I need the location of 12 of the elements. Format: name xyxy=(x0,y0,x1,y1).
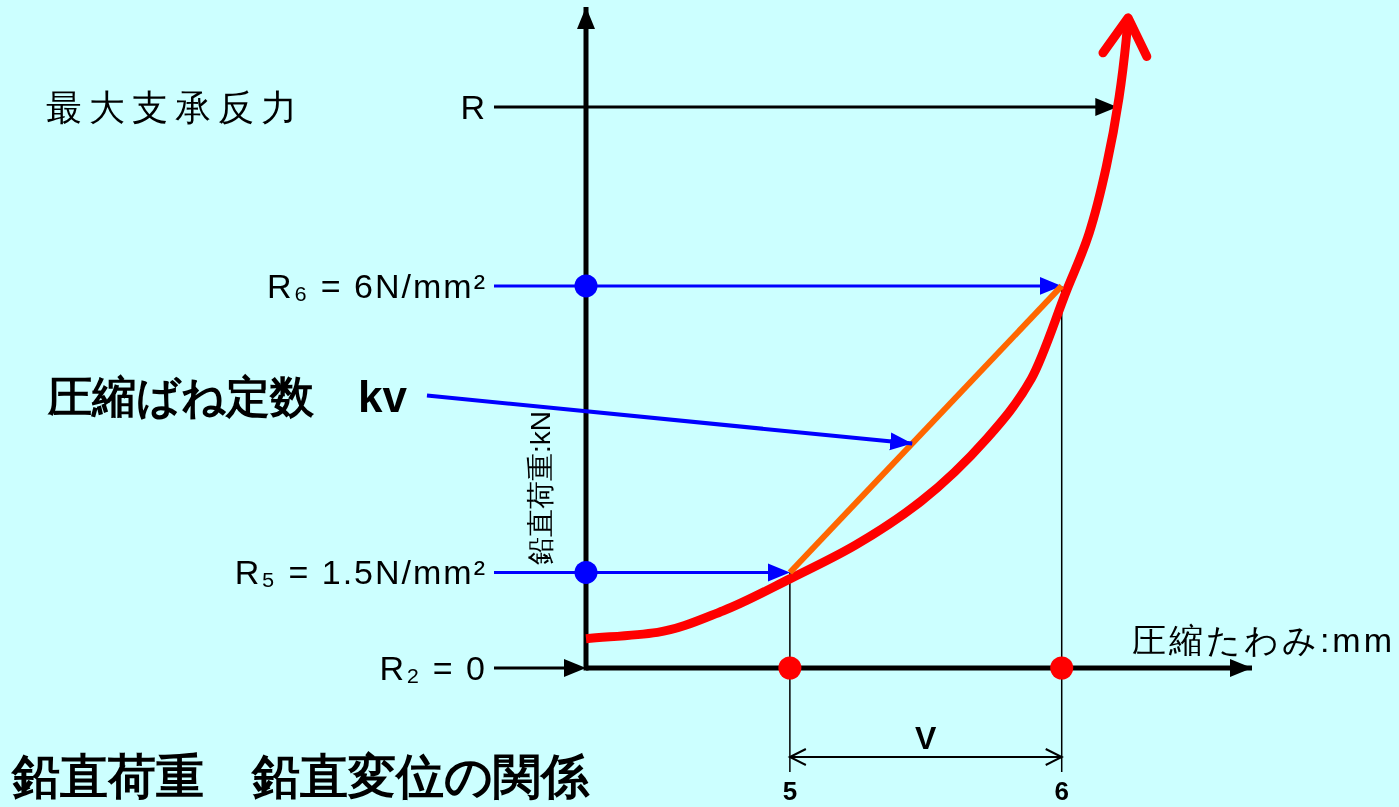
y-axis-title: 鉛直荷重:kN xyxy=(524,411,556,565)
ref-line-label: R₆ = 6N/mm² xyxy=(267,266,487,305)
text: V xyxy=(915,720,938,756)
text: 鉛直荷重 鉛直変位の関係 xyxy=(10,750,590,803)
ref-line-label: R₂ = 0 xyxy=(379,649,487,687)
ref-line-label: R₅ = 1.5N/mm² xyxy=(234,553,487,592)
ref-line-label: R xyxy=(460,87,487,126)
x-tick-label: 6 xyxy=(1054,776,1069,806)
x-axis-title: 圧縮たわみ:mm xyxy=(1131,621,1395,659)
x-tick-label: 5 xyxy=(782,776,798,806)
text: 最大支承反力 xyxy=(46,86,304,128)
annotation: 圧縮ばね定数 kv xyxy=(47,371,408,421)
